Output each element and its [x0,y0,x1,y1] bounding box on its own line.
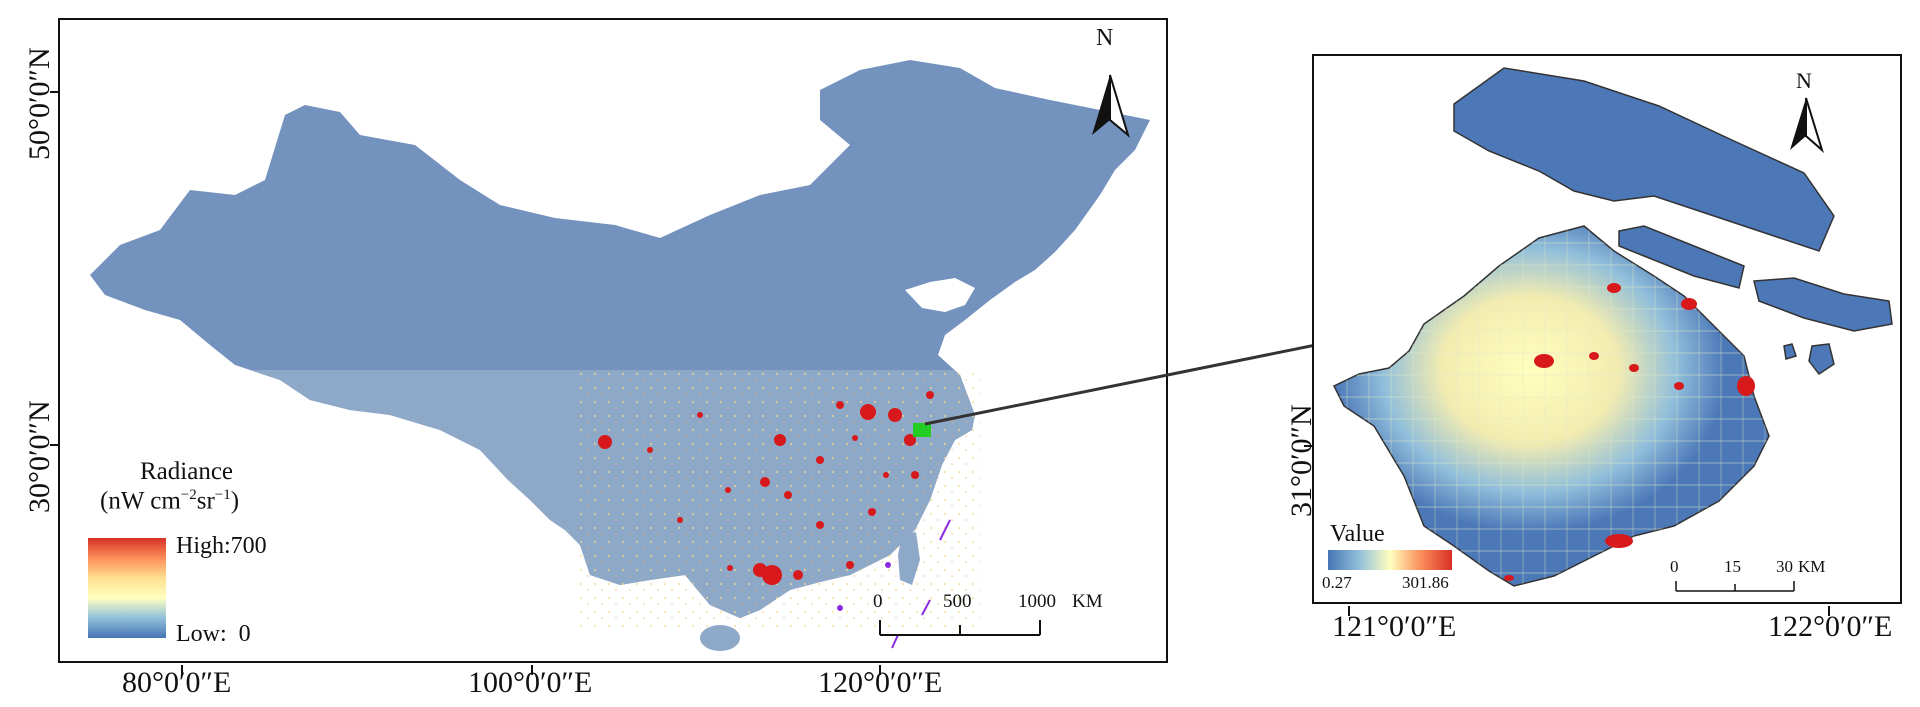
inset-lon-label-122: 122°0′0″E [1768,610,1893,643]
scale-tick-1000: 1000 [1018,591,1056,612]
legend-title: Radiance (nW cm−2sr−1) [100,458,240,515]
shanghai-highlight [913,423,931,437]
inset-north-arrow-icon [1790,97,1824,154]
inset-legend-color-ramp [1328,550,1452,570]
inset-scale-bar [1675,581,1795,592]
inset-scale-tick-0: 0 [1670,557,1679,576]
inset-lon-label-121: 121°0′0″E [1332,610,1457,643]
china-map-panel: N Radiance (nW cm−2sr−1) High:700 Low: 0… [50,18,1168,675]
inset-legend-max: 301.86 [1402,573,1449,592]
scale-tick-0: 0 [873,591,883,612]
inset-north-label: N [1796,68,1812,93]
legend-high-label: High:700 [176,533,267,559]
taiwan-island [898,532,920,585]
southeast-lit-region [250,370,980,630]
islet-2 [1783,343,1797,360]
inset-legend-title: Value [1330,521,1385,547]
scale-bar [879,620,1041,636]
changxing-island [1618,225,1745,289]
inset-scale-unit: KM [1798,557,1826,576]
lon-label-80: 80°0′0″E [122,666,232,699]
lon-label-120: 120°0′0″E [818,666,943,699]
scale-tick-500: 500 [943,591,972,612]
hainan-island [700,625,740,651]
shanghai-map-svg [1304,67,1893,616]
lon-label-100: 100°0′0″E [468,666,593,699]
north-arrow-icon [1092,74,1130,138]
scale-unit: KM [1072,591,1103,612]
inset-hotspots [1504,283,1755,581]
lon-ticks [181,665,881,675]
lat-ticks [50,91,60,446]
chongming-island [1453,67,1835,252]
china-map-svg [50,60,1150,675]
shanghai-map-panel: N Value 0.27 301.86 0 15 30 KM [1304,54,1902,616]
hengsha-island [1753,277,1893,332]
bohai-sea [905,278,975,312]
inset-scale-tick-30: 30 [1776,557,1793,576]
south-sea-islands [837,519,951,649]
islet-1 [1808,343,1835,376]
inset-legend-min: 0.27 [1322,573,1352,592]
lat-label-30: 30°0′0″N [23,400,56,513]
legend-low-label: Low: 0 [176,621,251,647]
street-texture [1334,226,1769,586]
legend-color-ramp [88,538,166,638]
inset-scale-tick-15: 15 [1724,557,1741,576]
lat-label-50: 50°0′0″N [23,47,56,160]
north-label: N [1096,25,1114,51]
inset-lat-label-31: 31°0′0″N [1285,404,1318,517]
inset-lon-ticks [1348,606,1830,616]
